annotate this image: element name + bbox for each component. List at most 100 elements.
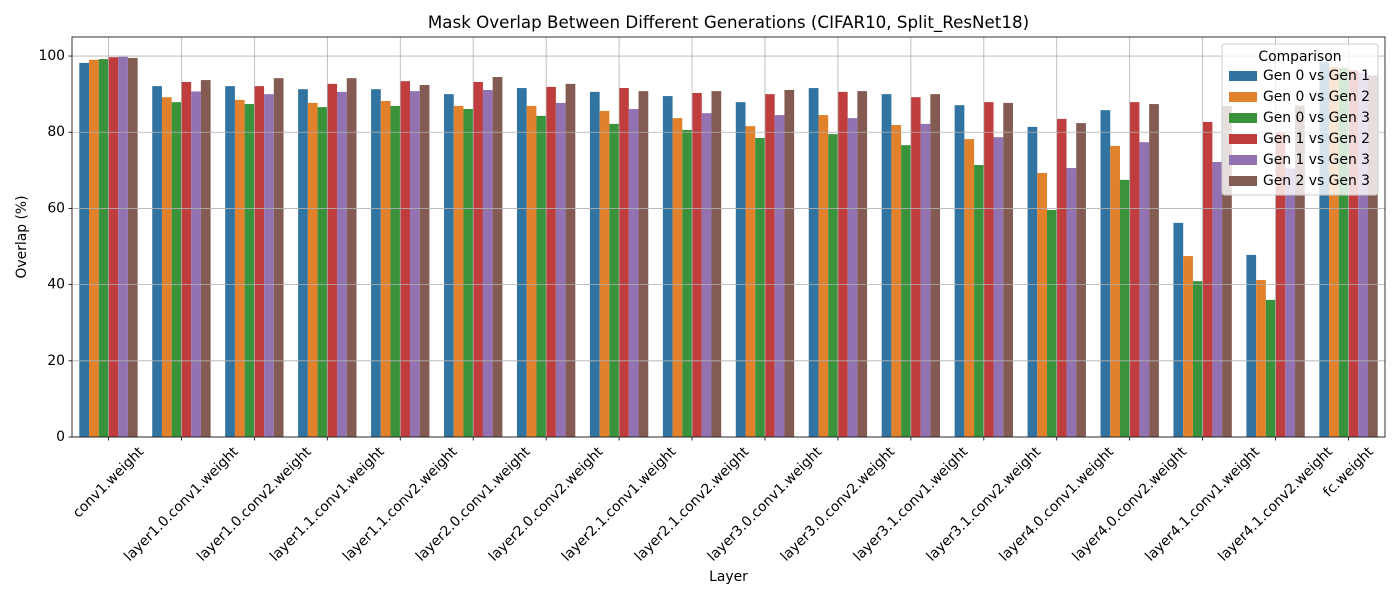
bar-gen-1-vs-gen-2-layer4-0-conv2-weight	[1129, 102, 1140, 437]
bar-gen-1-vs-gen-3-layer4-1-conv1-weight	[1212, 161, 1223, 437]
bar-gen-0-vs-gen-2-layer1-0-conv1-weight	[161, 97, 172, 437]
bar-gen-0-vs-gen-2-layer1-0-conv2-weight	[234, 99, 245, 438]
legend-swatch	[1229, 155, 1257, 165]
bar-gen-1-vs-gen-2-layer3-1-conv1-weight	[910, 97, 921, 437]
bar-gen-1-vs-gen-2-layer2-1-conv1-weight	[619, 88, 629, 438]
bar-gen-1-vs-gen-2-layer4-1-conv1-weight	[1202, 121, 1213, 437]
bar-gen-0-vs-gen-3-layer1-0-conv2-weight	[244, 104, 255, 438]
bar-gen-0-vs-gen-1-layer2-1-conv2-weight	[662, 96, 673, 438]
bar-gen-0-vs-gen-3-layer2-0-conv2-weight	[536, 115, 547, 438]
bar-gen-1-vs-gen-3-layer4-0-conv1-weight	[1066, 168, 1077, 438]
y-tick-label: 100	[38, 48, 65, 64]
bar-gen-0-vs-gen-3-layer2-1-conv1-weight	[609, 123, 620, 438]
bar-gen-0-vs-gen-2-layer4-1-conv1-weight	[1183, 256, 1193, 437]
bar-gen-1-vs-gen-2-layer2-1-conv2-weight	[692, 93, 702, 437]
bar-gen-0-vs-gen-3-layer2-1-conv2-weight	[682, 129, 693, 437]
bar-gen-0-vs-gen-2-layer4-0-conv2-weight	[1110, 145, 1120, 437]
bar-gen-1-vs-gen-2-layer1-1-conv2-weight	[400, 81, 410, 437]
legend-entry-gen-1-vs-gen-2: Gen 1 vs Gen 2	[1229, 131, 1370, 147]
bar-gen-0-vs-gen-2-layer1-1-conv1-weight	[307, 102, 318, 438]
bar-gen-2-vs-gen-3-layer1-0-conv2-weight	[273, 78, 284, 437]
bar-gen-0-vs-gen-3-layer2-0-conv1-weight	[463, 109, 474, 437]
bar-gen-1-vs-gen-2-layer1-0-conv2-weight	[254, 86, 265, 437]
bar-gen-0-vs-gen-3-layer1-1-conv1-weight	[317, 107, 328, 437]
bar-gen-1-vs-gen-3-layer3-0-conv2-weight	[847, 118, 858, 437]
bar-gen-0-vs-gen-3-layer4-0-conv1-weight	[1047, 209, 1057, 437]
bar-gen-0-vs-gen-1-layer2-0-conv1-weight	[444, 94, 454, 437]
bar-gen-0-vs-gen-1-layer1-1-conv2-weight	[371, 89, 381, 437]
bar-gen-0-vs-gen-2-fc-weight	[1329, 67, 1339, 437]
y-tick-label: 40	[47, 277, 65, 293]
bar-gen-2-vs-gen-3-layer2-1-conv1-weight	[638, 91, 649, 437]
legend-swatch	[1229, 71, 1257, 81]
bar-gen-0-vs-gen-1-layer1-0-conv2-weight	[225, 86, 235, 437]
legend-title: Comparison	[1258, 49, 1341, 65]
bar-gen-0-vs-gen-1-layer1-0-conv1-weight	[152, 86, 162, 437]
bar-gen-1-vs-gen-3-layer3-1-conv2-weight	[993, 137, 1004, 437]
bar-gen-2-vs-gen-3-layer4-0-conv1-weight	[1076, 123, 1086, 437]
bar-gen-0-vs-gen-1-layer4-1-conv1-weight	[1173, 222, 1184, 437]
bar-gen-0-vs-gen-3-layer3-1-conv2-weight	[974, 165, 984, 437]
legend-label: Gen 0 vs Gen 3	[1263, 110, 1370, 126]
bar-gen-0-vs-gen-3-layer1-1-conv2-weight	[390, 105, 401, 437]
bar-gen-1-vs-gen-2-layer3-1-conv2-weight	[983, 102, 994, 437]
bar-gen-0-vs-gen-3-layer4-1-conv1-weight	[1192, 281, 1203, 437]
bar-gen-0-vs-gen-2-layer4-0-conv1-weight	[1037, 173, 1048, 437]
bar-gen-0-vs-gen-2-layer3-1-conv2-weight	[964, 139, 975, 437]
bar-gen-2-vs-gen-3-layer4-1-conv2-weight	[1295, 105, 1305, 437]
bar-gen-0-vs-gen-2-layer2-0-conv2-weight	[526, 105, 537, 437]
legend-entry-gen-0-vs-gen-1: Gen 0 vs Gen 1	[1229, 68, 1370, 84]
bar-gen-0-vs-gen-3-layer3-0-conv1-weight	[755, 137, 765, 437]
bar-gen-0-vs-gen-1-layer3-0-conv1-weight	[735, 102, 746, 437]
bar-gen-1-vs-gen-2-layer1-0-conv1-weight	[181, 81, 192, 437]
bar-gen-0-vs-gen-3-layer3-1-conv1-weight	[901, 145, 911, 437]
y-tick-label: 60	[47, 200, 65, 216]
legend-entry-gen-2-vs-gen-3: Gen 2 vs Gen 3	[1229, 173, 1370, 189]
bar-gen-1-vs-gen-2-layer2-0-conv1-weight	[473, 81, 483, 437]
legend-label: Gen 2 vs Gen 3	[1263, 173, 1370, 189]
bar-gen-0-vs-gen-3-fc-weight	[1338, 67, 1349, 438]
bar-gen-1-vs-gen-3-layer2-0-conv1-weight	[482, 89, 493, 437]
bar-gen-1-vs-gen-3-layer3-0-conv1-weight	[774, 115, 785, 437]
bar-gen-0-vs-gen-1-layer4-0-conv2-weight	[1100, 110, 1111, 437]
bar-gen-0-vs-gen-3-layer1-0-conv1-weight	[171, 102, 182, 437]
legend: Comparison Gen 0 vs Gen 1 Gen 0 vs Gen 2 Ge…	[1221, 43, 1379, 196]
legend-label: Gen 1 vs Gen 3	[1263, 152, 1370, 168]
x-axis-label: Layer	[709, 569, 748, 585]
bar-gen-1-vs-gen-3-layer2-0-conv2-weight	[555, 102, 566, 438]
bar-gen-1-vs-gen-3-layer1-0-conv1-weight	[191, 91, 201, 437]
bar-gen-0-vs-gen-1-fc-weight	[1319, 62, 1330, 437]
bar-gen-0-vs-gen-1-layer1-1-conv1-weight	[298, 89, 308, 437]
bar-gen-0-vs-gen-2-conv1-weight	[89, 59, 99, 438]
bar-gen-0-vs-gen-2-layer2-1-conv2-weight	[672, 118, 683, 437]
bar-gen-0-vs-gen-2-layer4-1-conv2-weight	[1256, 280, 1266, 437]
chart-title: Mask Overlap Between Different Generatio…	[428, 12, 1029, 33]
bar-gen-1-vs-gen-3-layer2-1-conv2-weight	[701, 113, 712, 437]
bar-gen-0-vs-gen-2-layer3-0-conv1-weight	[745, 126, 756, 437]
bar-gen-0-vs-gen-2-layer3-1-conv1-weight	[891, 125, 902, 437]
bar-gen-1-vs-gen-3-conv1-weight	[118, 56, 128, 438]
bar-gen-0-vs-gen-3-layer4-1-conv2-weight	[1265, 299, 1276, 437]
bar-gen-2-vs-gen-3-layer3-1-conv1-weight	[930, 94, 941, 437]
bar-gen-2-vs-gen-3-layer1-1-conv2-weight	[419, 85, 430, 437]
y-tick-label: 80	[47, 124, 65, 140]
bar-gen-0-vs-gen-1-layer2-0-conv2-weight	[516, 88, 527, 438]
grid-layer	[72, 37, 1385, 438]
bar-gen-2-vs-gen-3-layer4-0-conv2-weight	[1149, 104, 1159, 438]
bar-gen-2-vs-gen-3-layer1-1-conv1-weight	[346, 78, 357, 437]
bar-gen-2-vs-gen-3-layer3-0-conv1-weight	[784, 89, 795, 437]
bar-gen-0-vs-gen-3-layer4-0-conv2-weight	[1119, 179, 1130, 438]
bar-gen-1-vs-gen-2-layer2-0-conv2-weight	[546, 86, 556, 438]
bar-gen-2-vs-gen-3-layer3-0-conv2-weight	[857, 91, 868, 437]
bar-gen-2-vs-gen-3-layer2-0-conv1-weight	[492, 77, 503, 437]
bar-gen-0-vs-gen-1-layer3-0-conv2-weight	[808, 88, 819, 438]
legend-swatch	[1229, 113, 1257, 123]
bar-gen-1-vs-gen-3-layer1-1-conv1-weight	[337, 91, 347, 438]
legend-swatch	[1229, 134, 1257, 144]
bar-gen-0-vs-gen-1-layer3-1-conv1-weight	[881, 94, 892, 437]
bars-layer	[79, 56, 1378, 438]
legend-box	[1221, 43, 1379, 196]
axes-frame	[71, 36, 1386, 438]
bar-gen-2-vs-gen-3-fc-weight	[1367, 75, 1378, 437]
bar-gen-2-vs-gen-3-layer2-1-conv2-weight	[711, 91, 722, 437]
